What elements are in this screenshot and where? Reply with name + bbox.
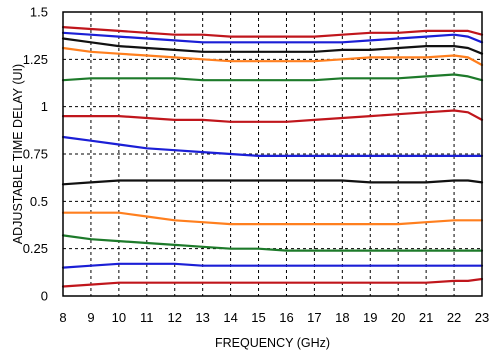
x-tick-label: 12 — [167, 310, 181, 325]
x-axis-label: FREQUENCY (GHz) — [215, 336, 330, 350]
x-tick-label: 23 — [475, 310, 489, 325]
series-line-4 — [61, 211, 484, 226]
y-tick-label: 1 — [41, 99, 48, 114]
series-line-6 — [61, 135, 484, 157]
series-line-8 — [61, 73, 484, 82]
y-tick-label: 0.5 — [30, 194, 48, 209]
x-tick-label: 16 — [279, 310, 293, 325]
series-line-7 — [61, 109, 484, 123]
x-tick-label: 21 — [419, 310, 433, 325]
plot-frame — [62, 11, 483, 297]
x-tick-label: 9 — [87, 310, 94, 325]
y-tick-label: 0 — [41, 289, 48, 304]
series-line-3 — [61, 234, 484, 252]
x-tick-label: 10 — [112, 310, 126, 325]
series-line-1 — [61, 277, 484, 288]
x-tick-label: 14 — [223, 310, 237, 325]
y-tick-label: 1.5 — [30, 5, 48, 20]
y-tick-labels: 0 0.25 0.5 0.75 1 1.25 1.5 — [23, 5, 48, 304]
y-tick-label: 1.25 — [23, 52, 48, 67]
x-tick-label: 20 — [391, 310, 405, 325]
x-tick-labels: 8 9 10 11 12 13 14 15 16 17 18 19 20 21 22 23 — [59, 310, 489, 325]
series-line-11 — [61, 31, 484, 44]
series-line-9 — [61, 46, 484, 67]
x-tick-label: 17 — [307, 310, 321, 325]
x-tick-label: 19 — [363, 310, 377, 325]
y-tick-label: 0.25 — [23, 241, 48, 256]
series-line-5 — [61, 179, 484, 186]
y-tick-label: 0.75 — [23, 147, 48, 162]
x-tick-label: 11 — [140, 310, 154, 325]
series-line-2 — [61, 262, 484, 269]
series-lines — [61, 26, 484, 288]
x-tick-label: 22 — [447, 310, 461, 325]
x-tick-label: 8 — [59, 310, 66, 325]
series-line-10 — [61, 37, 484, 55]
series-line-12 — [61, 26, 484, 38]
x-tick-label: 18 — [335, 310, 349, 325]
y-axis-label: ADJUSTABLE TIME DELAY (UI) — [11, 64, 25, 244]
x-tick-label: 15 — [251, 310, 265, 325]
x-tick-label: 13 — [195, 310, 209, 325]
